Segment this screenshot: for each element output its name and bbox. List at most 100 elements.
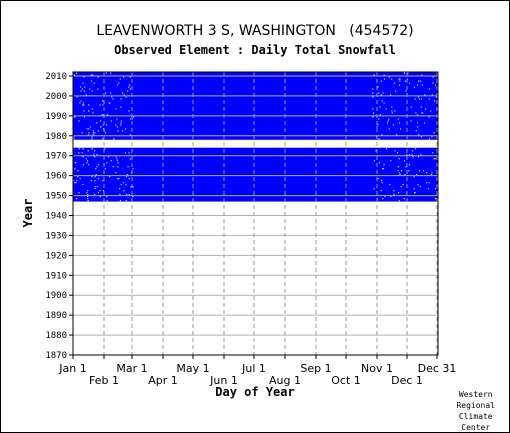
no-snow-day xyxy=(125,176,128,178)
no-snow-day xyxy=(124,152,127,154)
no-snow-day xyxy=(76,180,78,182)
no-snow-day xyxy=(388,118,390,120)
no-snow-day xyxy=(372,92,374,94)
no-snow-day xyxy=(425,182,428,184)
no-snow-day xyxy=(399,172,401,174)
no-snow-day xyxy=(420,136,423,138)
no-snow-day xyxy=(109,102,111,104)
no-snow-day xyxy=(79,178,81,180)
no-snow-day xyxy=(73,116,75,118)
no-snow-day xyxy=(83,76,85,78)
no-snow-day xyxy=(410,106,412,108)
no-snow-day xyxy=(404,80,407,82)
no-snow-day xyxy=(378,138,380,140)
no-snow-day xyxy=(420,106,422,108)
no-snow-day xyxy=(399,174,401,176)
no-snow-day xyxy=(75,182,77,184)
y-tick-label: 1950 xyxy=(45,192,67,202)
no-snow-day xyxy=(93,82,95,84)
no-snow-day xyxy=(74,162,77,164)
no-snow-day xyxy=(434,158,436,160)
no-snow-day xyxy=(95,168,97,170)
no-snow-day xyxy=(128,84,131,86)
no-snow-day xyxy=(110,72,112,74)
no-snow-day xyxy=(125,96,127,98)
no-snow-day xyxy=(411,154,413,156)
no-snow-day xyxy=(430,174,433,176)
no-snow-day xyxy=(87,198,89,200)
no-snow-day xyxy=(394,82,396,84)
no-snow-day xyxy=(418,156,420,158)
no-snow-day xyxy=(416,174,418,176)
no-snow-day xyxy=(106,162,108,164)
no-snow-day xyxy=(120,124,122,126)
no-snow-day xyxy=(405,90,407,92)
no-snow-day xyxy=(391,106,393,108)
no-snow-day xyxy=(398,200,400,202)
no-snow-day xyxy=(125,184,127,186)
no-snow-day xyxy=(87,194,89,196)
y-tick-label: 1940 xyxy=(45,211,67,221)
no-snow-day xyxy=(102,114,104,116)
no-snow-day xyxy=(432,152,434,154)
no-snow-day xyxy=(116,84,119,86)
no-snow-day xyxy=(423,122,426,124)
credit-line: Western xyxy=(458,390,493,399)
no-snow-day xyxy=(377,124,379,126)
no-snow-day xyxy=(375,150,377,152)
no-snow-day xyxy=(91,136,93,138)
x-axis-label: Day of Year xyxy=(215,385,294,399)
no-snow-day xyxy=(103,130,106,132)
no-snow-day xyxy=(411,150,414,152)
no-snow-day xyxy=(383,102,385,104)
no-snow-day xyxy=(90,126,92,128)
no-snow-day xyxy=(92,74,94,76)
no-snow-day xyxy=(118,178,120,180)
no-snow-day xyxy=(77,176,79,178)
no-snow-day xyxy=(88,164,90,166)
no-snow-day xyxy=(408,164,411,166)
no-snow-day xyxy=(383,164,385,166)
no-snow-day xyxy=(76,198,78,200)
no-snow-day xyxy=(126,174,129,176)
no-snow-day xyxy=(435,96,438,98)
no-snow-day xyxy=(94,156,96,158)
no-snow-day xyxy=(102,128,104,130)
no-snow-day xyxy=(418,80,420,82)
no-snow-day xyxy=(397,166,399,168)
no-snow-day xyxy=(415,130,417,132)
no-snow-day xyxy=(398,158,400,160)
no-snow-day xyxy=(99,120,102,122)
no-snow-day xyxy=(424,108,427,110)
no-snow-day xyxy=(373,74,375,76)
no-snow-day xyxy=(428,88,431,90)
no-snow-day xyxy=(394,110,396,112)
no-snow-day xyxy=(97,130,99,132)
no-snow-day xyxy=(76,96,78,98)
no-snow-day xyxy=(382,92,384,94)
x-tick-label: Jun 1 xyxy=(209,374,238,387)
no-snow-day xyxy=(94,194,96,196)
no-snow-day xyxy=(431,136,433,138)
no-snow-day xyxy=(99,104,101,106)
no-snow-day xyxy=(409,82,411,84)
x-axis: Jan 1 Mar 1 May 1 Jul 1 Sep 1 Nov 1 Dec 31 Feb … xyxy=(58,355,456,387)
no-snow-day xyxy=(115,172,117,174)
no-snow-day xyxy=(398,192,400,194)
no-snow-day xyxy=(92,134,94,136)
y-tick-label: 1880 xyxy=(45,331,67,341)
no-snow-day xyxy=(132,168,134,170)
no-snow-day xyxy=(83,90,85,92)
no-snow-day xyxy=(372,108,374,110)
no-snow-day xyxy=(119,194,121,196)
no-snow-day xyxy=(87,200,89,202)
no-snow-day xyxy=(397,170,399,172)
no-snow-day xyxy=(128,152,130,154)
no-snow-day xyxy=(78,152,80,154)
x-tick-label: May 1 xyxy=(176,362,209,375)
no-snow-day xyxy=(399,78,401,80)
no-snow-day xyxy=(80,90,82,92)
no-snow-day xyxy=(91,148,93,150)
no-snow-day xyxy=(90,80,93,82)
